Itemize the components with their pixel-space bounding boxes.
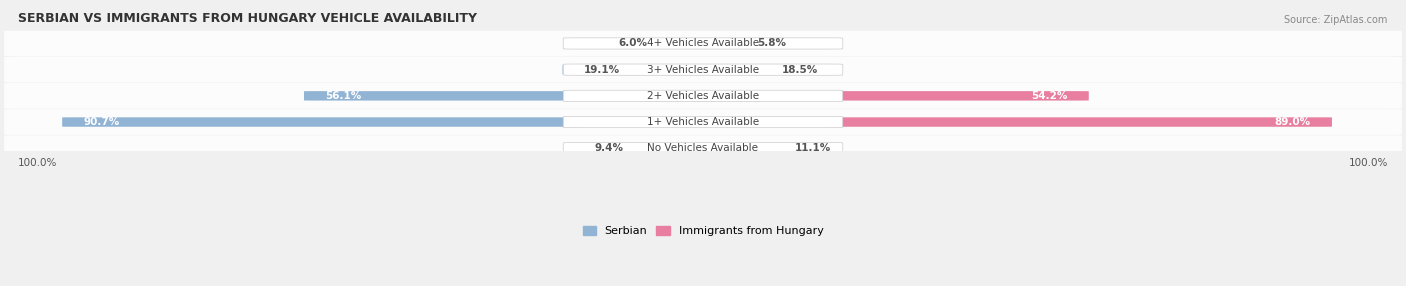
FancyBboxPatch shape bbox=[4, 109, 1402, 135]
FancyBboxPatch shape bbox=[696, 65, 839, 74]
Text: 100.0%: 100.0% bbox=[1348, 158, 1388, 168]
FancyBboxPatch shape bbox=[304, 91, 710, 101]
Text: 1+ Vehicles Available: 1+ Vehicles Available bbox=[647, 117, 759, 127]
Text: 19.1%: 19.1% bbox=[583, 65, 620, 75]
FancyBboxPatch shape bbox=[4, 31, 1402, 56]
Text: Source: ZipAtlas.com: Source: ZipAtlas.com bbox=[1285, 15, 1388, 25]
FancyBboxPatch shape bbox=[654, 39, 710, 48]
FancyBboxPatch shape bbox=[696, 39, 751, 48]
Text: 3+ Vehicles Available: 3+ Vehicles Available bbox=[647, 65, 759, 75]
FancyBboxPatch shape bbox=[696, 91, 1088, 101]
FancyBboxPatch shape bbox=[4, 57, 1402, 82]
Text: 90.7%: 90.7% bbox=[83, 117, 120, 127]
FancyBboxPatch shape bbox=[564, 143, 842, 154]
Text: 2+ Vehicles Available: 2+ Vehicles Available bbox=[647, 91, 759, 101]
Text: 9.4%: 9.4% bbox=[595, 143, 623, 153]
FancyBboxPatch shape bbox=[564, 90, 842, 102]
Text: 4+ Vehicles Available: 4+ Vehicles Available bbox=[647, 38, 759, 48]
FancyBboxPatch shape bbox=[630, 144, 710, 153]
FancyBboxPatch shape bbox=[564, 64, 842, 75]
FancyBboxPatch shape bbox=[696, 117, 1331, 127]
FancyBboxPatch shape bbox=[564, 116, 842, 128]
Text: 6.0%: 6.0% bbox=[619, 38, 647, 48]
Legend: Serbian, Immigrants from Hungary: Serbian, Immigrants from Hungary bbox=[582, 226, 824, 236]
Text: 18.5%: 18.5% bbox=[782, 65, 818, 75]
FancyBboxPatch shape bbox=[4, 83, 1402, 109]
Text: 11.1%: 11.1% bbox=[794, 143, 831, 153]
Text: 54.2%: 54.2% bbox=[1032, 91, 1067, 101]
Text: 100.0%: 100.0% bbox=[18, 158, 58, 168]
Text: 89.0%: 89.0% bbox=[1275, 117, 1310, 127]
FancyBboxPatch shape bbox=[562, 65, 710, 74]
FancyBboxPatch shape bbox=[4, 135, 1402, 161]
FancyBboxPatch shape bbox=[696, 144, 787, 153]
FancyBboxPatch shape bbox=[564, 38, 842, 49]
FancyBboxPatch shape bbox=[62, 117, 710, 127]
Text: No Vehicles Available: No Vehicles Available bbox=[648, 143, 758, 153]
Text: SERBIAN VS IMMIGRANTS FROM HUNGARY VEHICLE AVAILABILITY: SERBIAN VS IMMIGRANTS FROM HUNGARY VEHIC… bbox=[18, 12, 477, 25]
Text: 56.1%: 56.1% bbox=[325, 91, 361, 101]
Text: 5.8%: 5.8% bbox=[758, 38, 786, 48]
